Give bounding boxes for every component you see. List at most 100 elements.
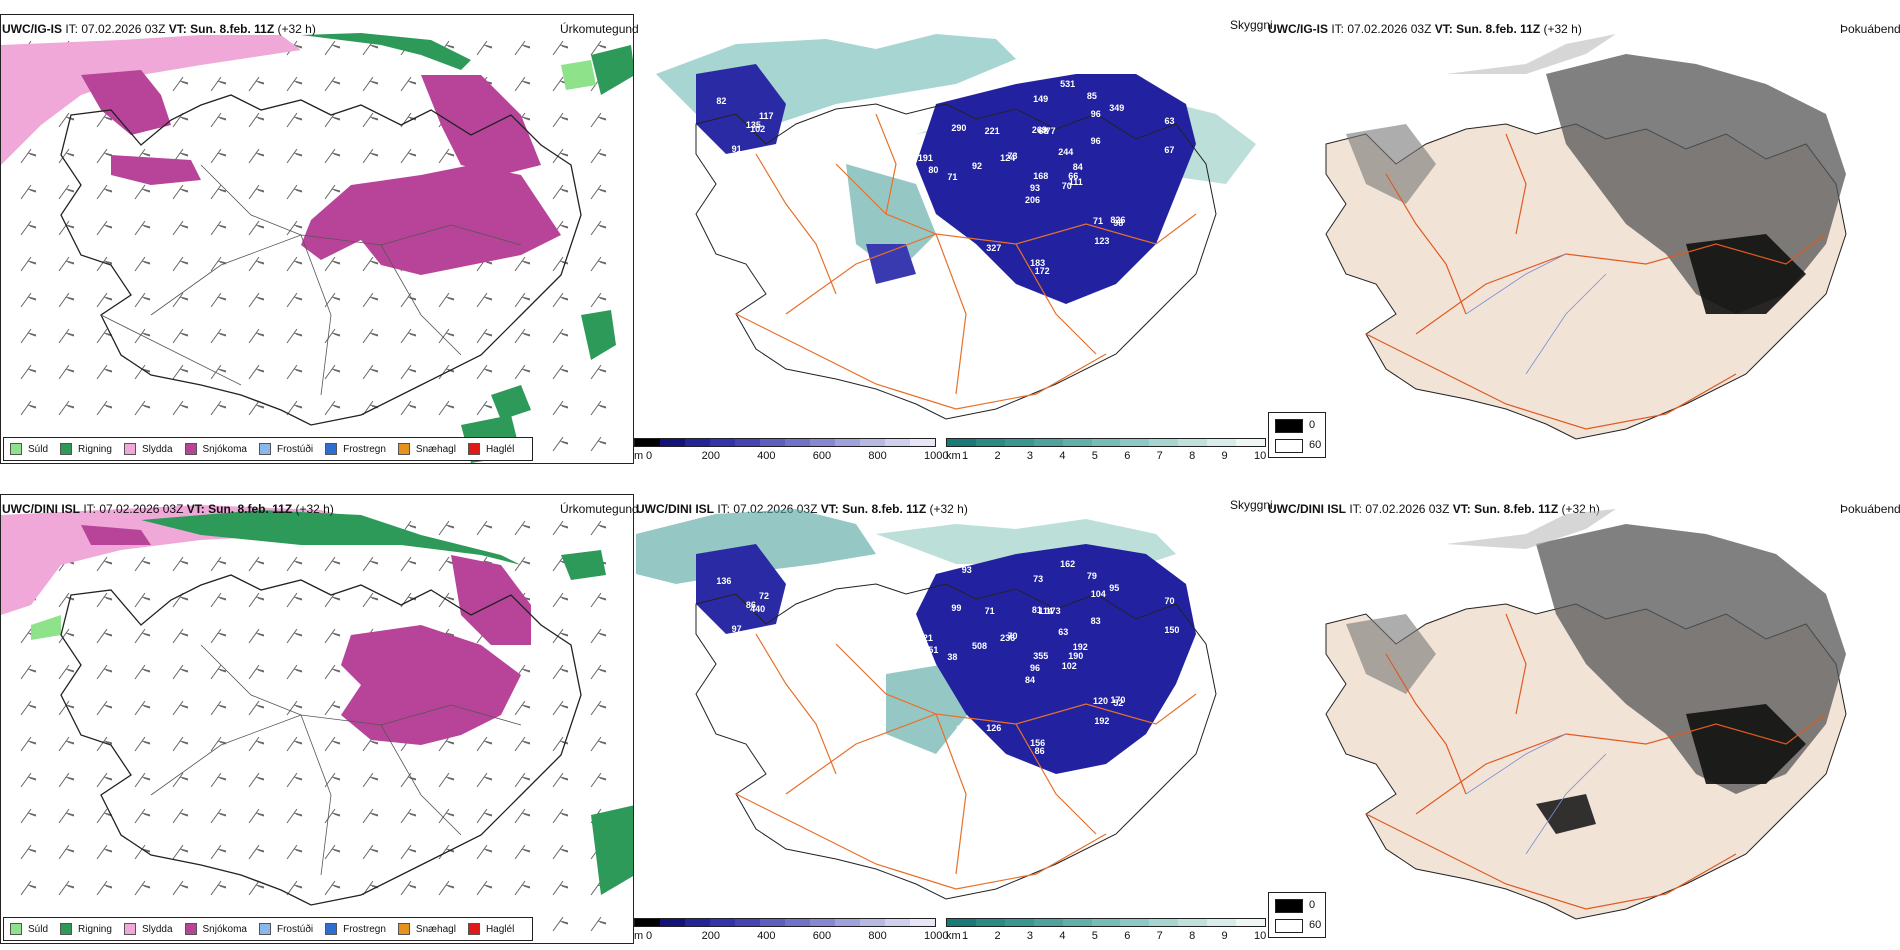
- wind-barb: [324, 556, 341, 572]
- legend-swatch: [467, 443, 480, 455]
- lead-time: (+32 h): [277, 22, 316, 36]
- cloudbase-value: 84: [1072, 162, 1083, 173]
- wind-barb: [172, 628, 189, 644]
- visibility-panel-title: Skyggni: [1230, 18, 1273, 32]
- cloudbase-value: 96: [1090, 108, 1101, 119]
- wind-barb: [286, 736, 303, 752]
- cloudbase-value: 99: [951, 603, 962, 614]
- legend-label: Rigning: [78, 923, 112, 935]
- wind-barb: [96, 292, 113, 308]
- wind-barb: [324, 808, 341, 824]
- cloudbase-value: 163: [713, 633, 729, 644]
- cloudbase-value: 349: [1109, 103, 1125, 113]
- wind-barb: [476, 844, 493, 860]
- cloudbase-value: 126: [713, 153, 729, 164]
- wind-barb: [400, 772, 417, 788]
- colorbar-unit: km: [946, 450, 961, 462]
- wind-barb: [400, 328, 417, 344]
- colorbar-segment: [1091, 439, 1121, 446]
- wind-barb: [58, 772, 75, 788]
- cloudbase-value: 190: [1068, 651, 1084, 662]
- wind-barb: [172, 400, 189, 416]
- colorbar-segment: [635, 439, 660, 446]
- legend-item: Slydda: [123, 443, 173, 455]
- colorbar-segment: [1178, 439, 1208, 446]
- colorbar-tick: 600: [812, 930, 832, 942]
- wind-barb: [590, 400, 607, 416]
- wind-barb: [134, 772, 151, 788]
- wind-barb: [210, 112, 227, 128]
- wind-barb: [476, 364, 493, 380]
- wind-barb: [438, 736, 455, 752]
- wind-barb: [400, 808, 417, 824]
- wind-barb: [210, 772, 227, 788]
- legend-swatch: [60, 923, 73, 935]
- colorbar-segment: [810, 919, 835, 926]
- wind-barb: [96, 628, 113, 644]
- colorbar-segment: [1207, 439, 1237, 446]
- iceland-outline: [60, 574, 582, 906]
- colorbar-tick: 4: [1059, 450, 1066, 462]
- legend-label: Haglél: [485, 443, 515, 455]
- wind-barb: [96, 220, 113, 236]
- wind-barb: [362, 772, 379, 788]
- wind-barb: [210, 148, 227, 164]
- cloudbase-area: [696, 544, 786, 634]
- cloudbase-value: 111: [1068, 177, 1083, 188]
- legend-item: Snjókoma: [184, 443, 247, 455]
- wind-barb: [20, 400, 37, 416]
- colorbar-tick: 1000: [924, 450, 949, 462]
- wind-barb: [362, 76, 379, 92]
- wind-barb: [172, 664, 189, 680]
- cloudbase-value: 149: [1033, 93, 1049, 104]
- cloudbase-value: 84: [1025, 675, 1036, 686]
- wind-barb: [590, 628, 607, 644]
- wind-barb: [248, 844, 265, 860]
- cloudbase-value: 162: [1060, 559, 1076, 570]
- wind-barb: [286, 844, 303, 860]
- wind-barb: [134, 592, 151, 608]
- wind-barb: [552, 520, 569, 536]
- wind-barb: [324, 664, 341, 680]
- rain-area: [301, 33, 471, 70]
- wind-barb: [286, 772, 303, 788]
- legend-swatch: [397, 443, 410, 455]
- wind-barb: [134, 328, 151, 344]
- colorbar-tick: 2: [994, 930, 1001, 942]
- cloudbase-value: 91: [731, 144, 742, 155]
- colorbar-tick: 800: [868, 450, 887, 462]
- wind-barb: [248, 328, 265, 344]
- cloudbase-value: 79: [955, 244, 966, 255]
- wind-barb: [172, 256, 189, 272]
- legend-item: Súld: [10, 443, 48, 455]
- snow-area: [81, 70, 171, 135]
- wind-barb: [134, 700, 151, 716]
- wind-barb: [248, 772, 265, 788]
- wind-barb: [590, 916, 607, 932]
- wind-barb: [438, 292, 455, 308]
- fog-map-top: [1325, 34, 1847, 440]
- cloudbase-value: 192: [1094, 716, 1110, 727]
- rain-area: [141, 510, 521, 565]
- wind-barb: [590, 364, 607, 380]
- cloudbase-value: 826: [1110, 214, 1126, 225]
- cloudbase-value: 63: [1058, 626, 1069, 637]
- legend-item: Snjókoma: [184, 923, 247, 935]
- visibility-panel-title: Skyggni: [1230, 498, 1273, 512]
- wind-barb: [210, 292, 227, 308]
- iceland-outline: [695, 583, 1217, 900]
- wind-barb: [20, 808, 37, 824]
- wind-barb: [514, 736, 531, 752]
- wind-barb: [514, 556, 531, 572]
- panel-title-top-left: UWC/IG-IS IT: 07.02.2026 03Z VT: Sun. 8.…: [2, 22, 316, 36]
- colorbar-segment: [735, 439, 760, 446]
- colorbar-tick: 8: [1189, 930, 1196, 942]
- legend-item: Snæhagl: [397, 443, 456, 455]
- wind-barb: [210, 184, 227, 200]
- visibility-bar: [946, 918, 1266, 927]
- cloudbase-value: 66: [961, 85, 972, 96]
- cloudbase-value: 65: [978, 268, 989, 279]
- legend-label: Snæhagl: [415, 443, 456, 455]
- cloudbase-value: 135: [745, 119, 761, 130]
- wind-barb: [400, 592, 417, 608]
